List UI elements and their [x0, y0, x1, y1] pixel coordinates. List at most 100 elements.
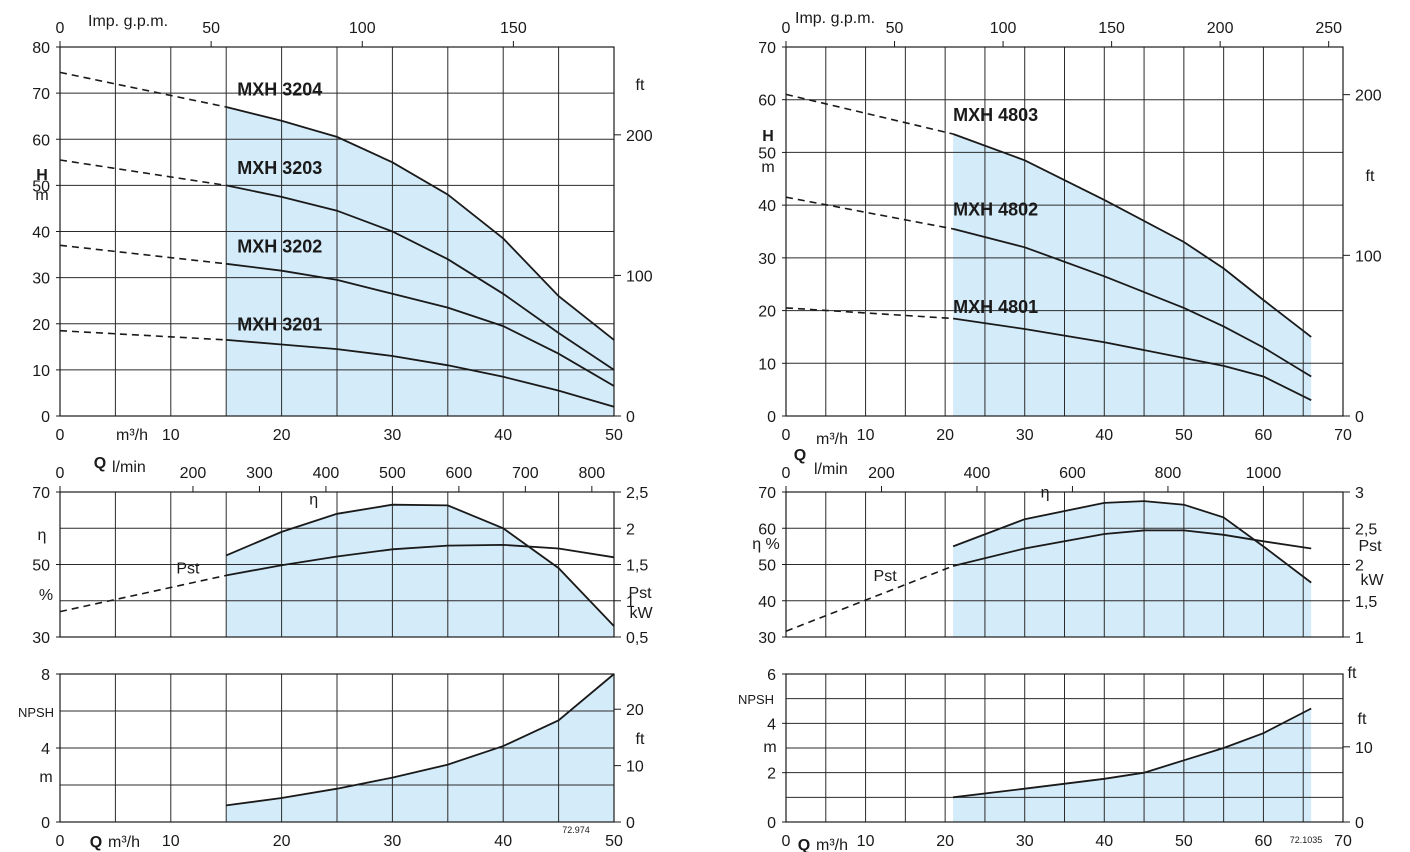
--curve — [225, 503, 615, 627]
x-tick-label: 20 — [273, 833, 291, 850]
x-top-tick-label: 100 — [349, 20, 376, 37]
y-tick-label: 0 — [767, 815, 776, 832]
y-right-tick-label: 1 — [626, 594, 635, 611]
x-top-tick-label: 150 — [1098, 20, 1125, 37]
y-right-tick-label: 0 — [1355, 409, 1364, 426]
--curve — [952, 500, 1312, 584]
x-top-tick-label: 50 — [886, 20, 904, 37]
y-tick-label: 50 — [758, 558, 776, 575]
operating-range-fill — [226, 504, 614, 637]
mxh-3201-curve — [226, 339, 615, 408]
y-tick-label: 50 — [32, 558, 50, 575]
y-tick-label: 70 — [32, 86, 50, 103]
q-label: Q — [94, 455, 106, 472]
x-axis-label-m3h: m³/h — [816, 837, 848, 852]
model-label: MXH 3202 — [237, 236, 322, 256]
y-tick-label: 40 — [758, 594, 776, 611]
x-top-tick-label: 200 — [1207, 20, 1234, 37]
x-top-tick-label: 0 — [782, 20, 791, 37]
x-top-tick-label: 800 — [578, 465, 605, 482]
y-right-tick-label: 1,5 — [626, 558, 648, 575]
y-right-axis-label-ft-top: ft — [1348, 665, 1357, 682]
y-tick-label: 50 — [758, 145, 776, 162]
q-label: Q — [798, 837, 810, 852]
model-label: MXH 3203 — [237, 158, 322, 178]
x-top-tick-label: 150 — [500, 20, 527, 37]
model-label: MXH 4802 — [953, 200, 1038, 220]
y-tick-label: 30 — [32, 271, 50, 288]
y-right-tick-label: 3 — [1355, 485, 1364, 502]
y-tick-label: 40 — [32, 225, 50, 242]
curve-label: η — [309, 492, 318, 509]
y-tick-label: 10 — [758, 356, 776, 373]
y-right-tick-label: 200 — [1355, 88, 1382, 105]
x-top-tick-label: 600 — [1059, 465, 1086, 482]
pst-curve — [952, 529, 1312, 567]
y-tick-label: 0 — [41, 409, 50, 426]
model-label: MXH 3204 — [237, 79, 322, 99]
x-tick-label: 50 — [1175, 427, 1193, 444]
top-axis-units-lmin: l/min — [112, 459, 146, 476]
y-axis-label-h: H — [36, 167, 48, 184]
pst-dashed-line — [785, 565, 954, 632]
x-top-tick-label: 800 — [1155, 465, 1182, 482]
y-tick-label: 6 — [767, 667, 776, 684]
x-tick-label: 30 — [384, 833, 402, 850]
x-tick-label: 30 — [1016, 427, 1034, 444]
y-tick-label: 2 — [767, 766, 776, 783]
y-right-axis-label-ft: ft — [1358, 711, 1367, 728]
x-top-tick-label: 1000 — [1246, 465, 1282, 482]
operating-range-fill — [953, 133, 1312, 416]
x-tick-label: 20 — [273, 427, 291, 444]
y-tick-label: 50 — [32, 178, 50, 195]
pst-curve — [226, 543, 615, 577]
y-right-tick-label: 10 — [1355, 740, 1373, 757]
x-top-tick-label: 0 — [782, 465, 791, 482]
x-top-tick-label: 400 — [964, 465, 991, 482]
q-label: Q — [794, 447, 806, 464]
chart-code: 72.1035 — [1290, 835, 1323, 845]
y-tick-label: 30 — [758, 251, 776, 268]
y-right-tick-label: 10 — [626, 759, 644, 776]
mxh-3202-dashed-line — [59, 244, 227, 265]
y-tick-label: 30 — [758, 630, 776, 647]
operating-range-fill — [226, 106, 614, 417]
x-tick-label: 10 — [162, 427, 180, 444]
y-axis-unit-m: m — [39, 769, 52, 786]
model-label: MXH 4801 — [953, 297, 1038, 317]
x-tick-label: 10 — [162, 833, 180, 850]
x-tick-label: 20 — [936, 833, 954, 850]
x-top-tick-label: 200 — [868, 465, 895, 482]
npsh-curve — [226, 673, 615, 807]
y-tick-label: 40 — [758, 198, 776, 215]
mxh-3202-curve — [226, 262, 615, 387]
x-tick-label: 70 — [1334, 833, 1352, 850]
y-tick-label: 70 — [758, 40, 776, 57]
x-top-tick-label: 700 — [512, 465, 539, 482]
mxh-3203-dashed-line — [59, 159, 227, 187]
x-axis-label-m3h: m³/h — [108, 834, 140, 851]
y-tick-label: 80 — [32, 40, 50, 57]
x-tick-label: 10 — [857, 427, 875, 444]
y-axis-label-npsh: NPSH — [738, 692, 774, 707]
y-right-tick-label: 0 — [1355, 815, 1364, 832]
y-tick-label: 70 — [32, 485, 50, 502]
y-tick-label: 60 — [758, 93, 776, 110]
chart-code: 72.974 — [562, 825, 590, 835]
y-right-axis-label-ft: ft — [1366, 168, 1375, 185]
y-right-tick-label: 2,5 — [626, 485, 648, 502]
x-tick-label: 30 — [384, 427, 402, 444]
operating-range-fill — [953, 708, 1312, 822]
x-tick-label: 40 — [494, 833, 512, 850]
y-tick-label: 0 — [767, 409, 776, 426]
mxh-4801-dashed-line — [785, 307, 954, 320]
y-right-axis-label-ft: ft — [636, 77, 645, 94]
y-right-label-kw: kW — [1360, 572, 1384, 589]
x-tick-label: 40 — [1095, 427, 1113, 444]
y-axis-label-pct: % — [39, 587, 53, 604]
x-tick-label: 50 — [1175, 833, 1193, 850]
y-tick-label: 4 — [767, 716, 776, 733]
x-top-tick-label: 600 — [446, 465, 473, 482]
y-tick-label: 60 — [32, 132, 50, 149]
